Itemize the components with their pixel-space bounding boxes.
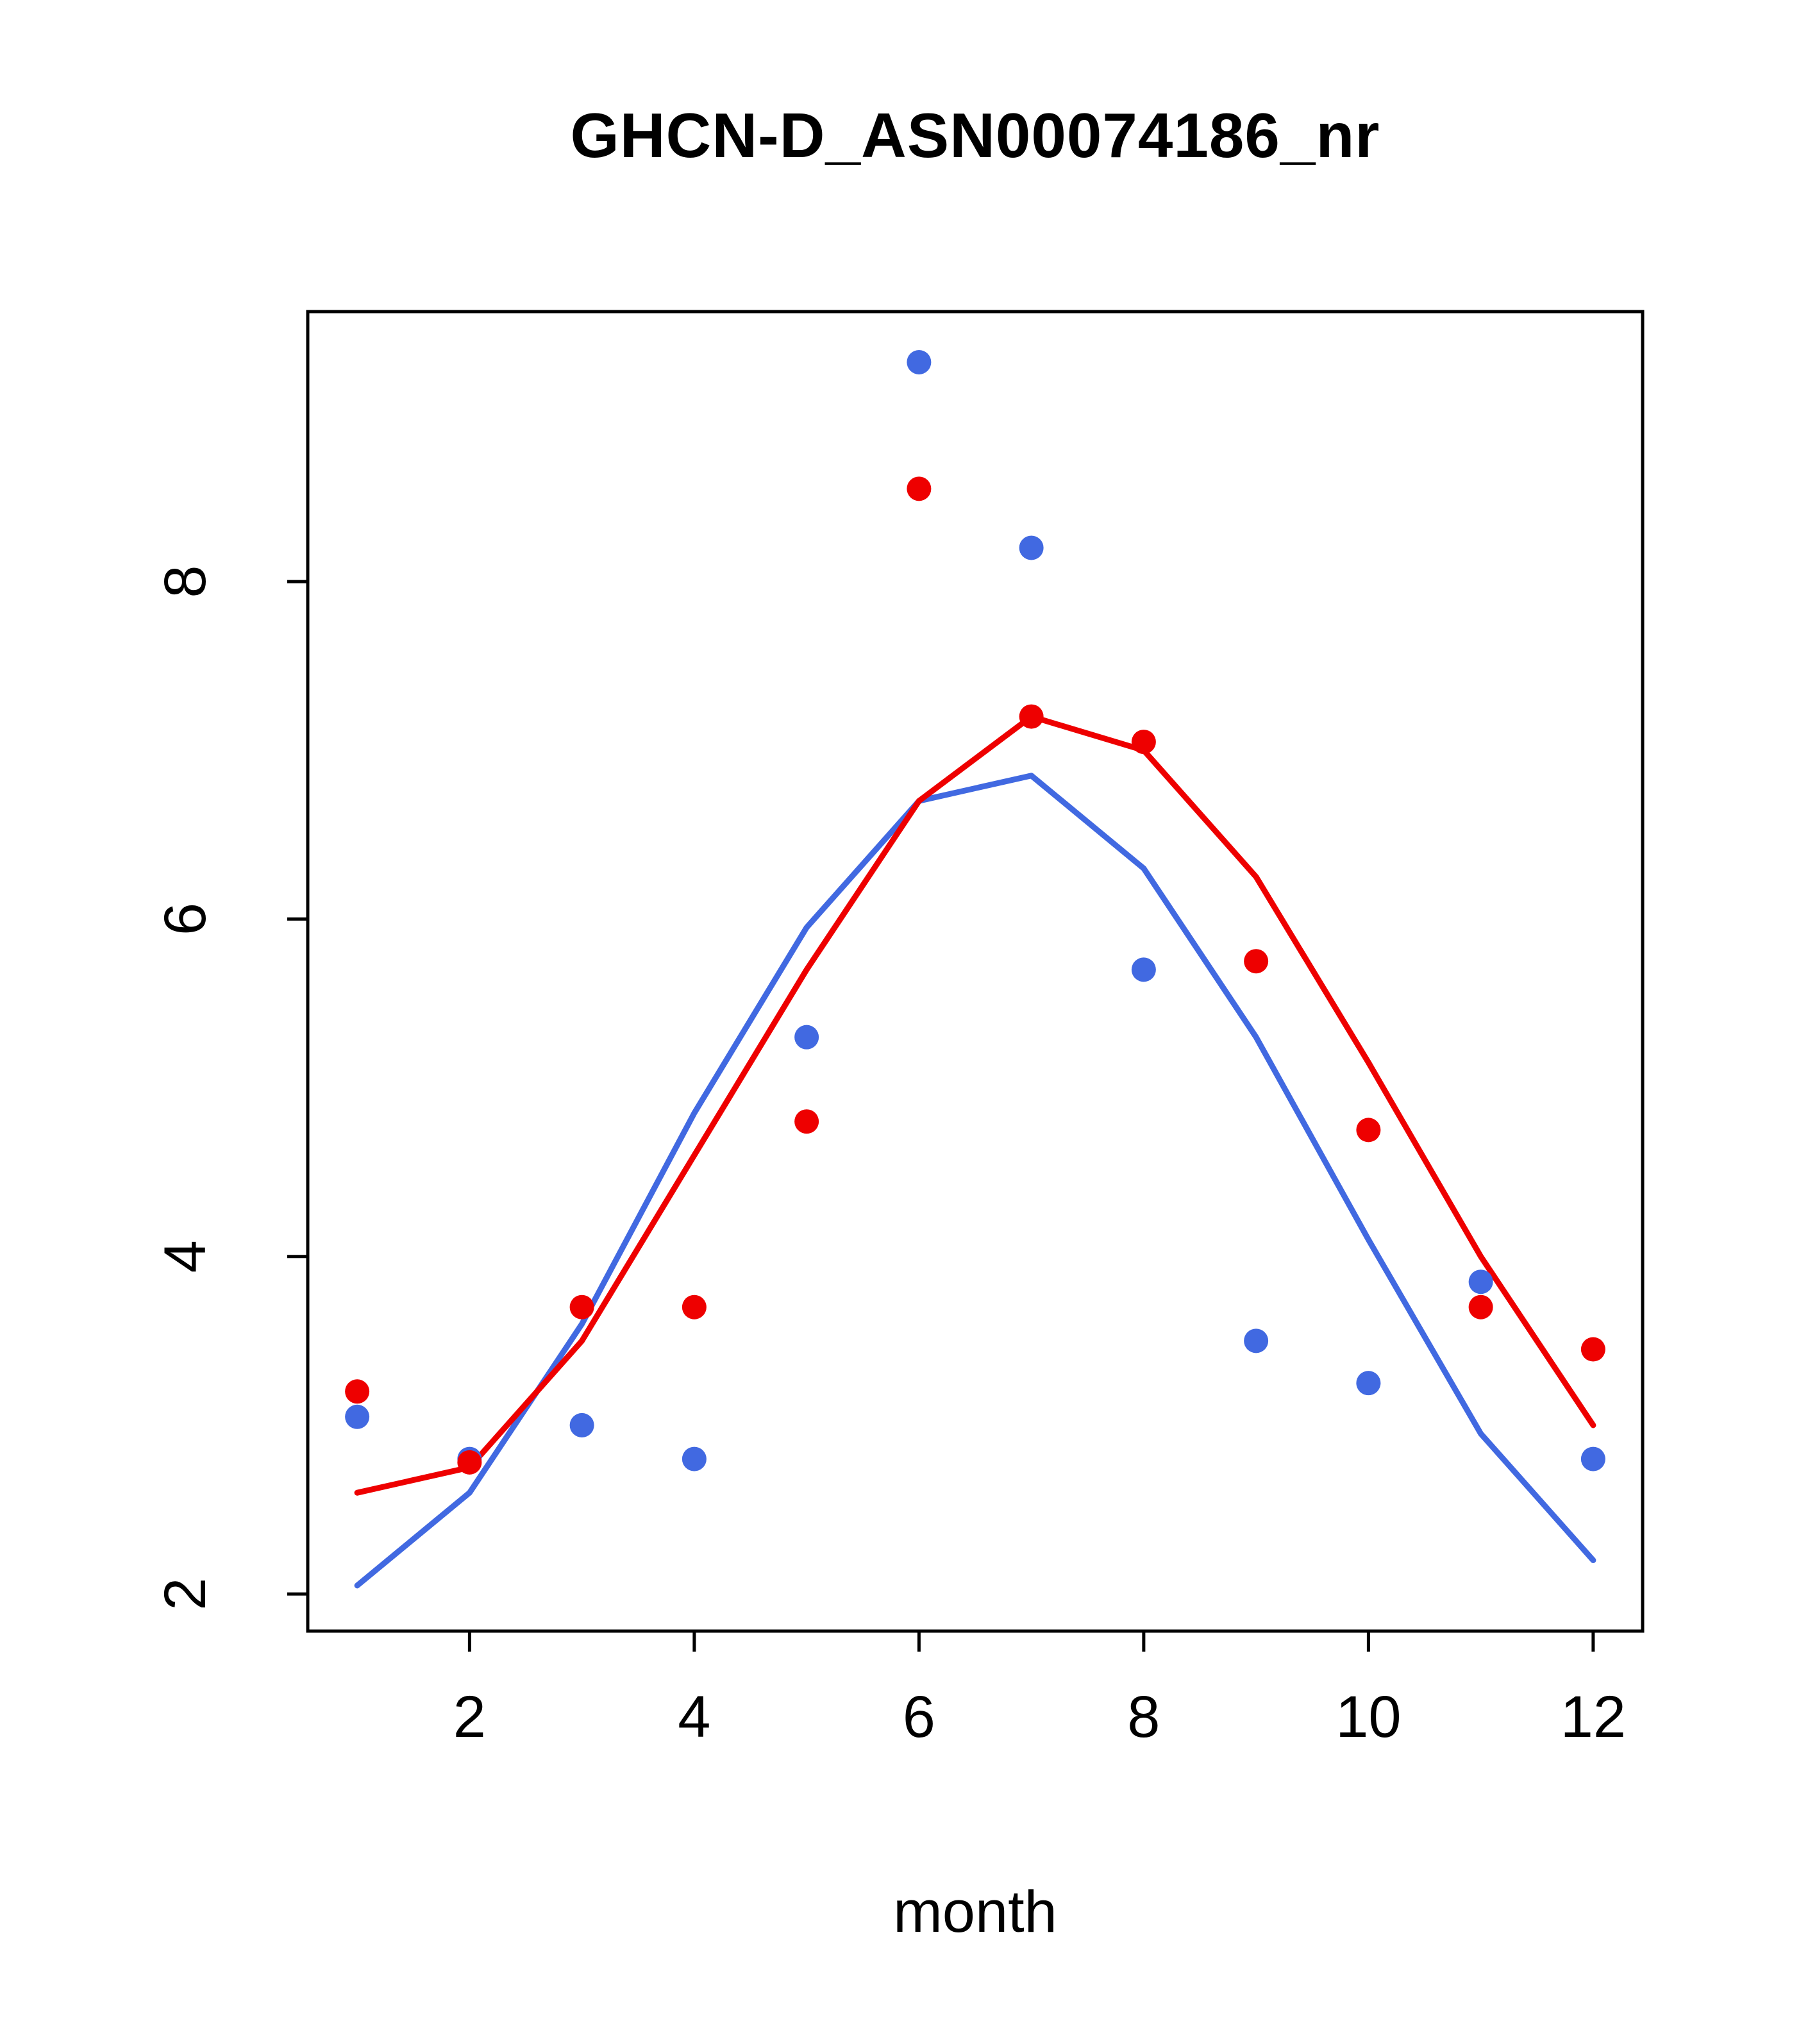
y-tick-label: 4 — [153, 1240, 218, 1273]
x-tick-label: 8 — [1127, 1684, 1160, 1750]
blue-points-point — [1244, 1328, 1269, 1353]
x-tick-label: 6 — [903, 1684, 935, 1750]
red-points-point — [345, 1379, 370, 1404]
blue-points-point — [1019, 535, 1044, 560]
plot-box — [306, 310, 1645, 1633]
red-points-point — [794, 1109, 819, 1134]
red-points-point — [1019, 704, 1044, 729]
red-points-point — [682, 1294, 707, 1319]
red-points-point — [457, 1450, 482, 1475]
x-axis-label: month — [893, 1879, 1057, 1945]
blue-points-point — [1131, 957, 1156, 982]
blue-line — [354, 773, 1596, 1589]
y-tick-label: 2 — [153, 1578, 218, 1611]
blue-points-point — [1468, 1269, 1493, 1294]
red-line — [354, 714, 1596, 1496]
blue-points-point — [1580, 1446, 1605, 1471]
chart-title: GHCN-D_ASN00074186_nr — [570, 100, 1380, 171]
blue-points-point — [907, 349, 932, 374]
blue-points-point — [682, 1446, 707, 1471]
x-tick-label: 12 — [1561, 1684, 1626, 1750]
red-points-point — [1468, 1294, 1493, 1319]
blue-points-point — [345, 1404, 370, 1429]
y-tick-label: 6 — [153, 903, 218, 935]
red-points-point — [569, 1294, 594, 1319]
red-points-point — [1356, 1118, 1381, 1143]
red-points-point — [1131, 730, 1156, 755]
blue-points-point — [794, 1025, 819, 1050]
y-tick-label: 8 — [153, 565, 218, 598]
blue-points-point — [569, 1412, 594, 1437]
red-points-point — [1580, 1337, 1605, 1362]
red-points-point — [1244, 949, 1269, 974]
x-tick-label: 2 — [453, 1684, 486, 1750]
red-points-point — [907, 476, 932, 501]
blue-points-point — [1356, 1371, 1381, 1396]
x-tick-label: 10 — [1336, 1684, 1401, 1750]
x-tick-label: 4 — [678, 1684, 710, 1750]
